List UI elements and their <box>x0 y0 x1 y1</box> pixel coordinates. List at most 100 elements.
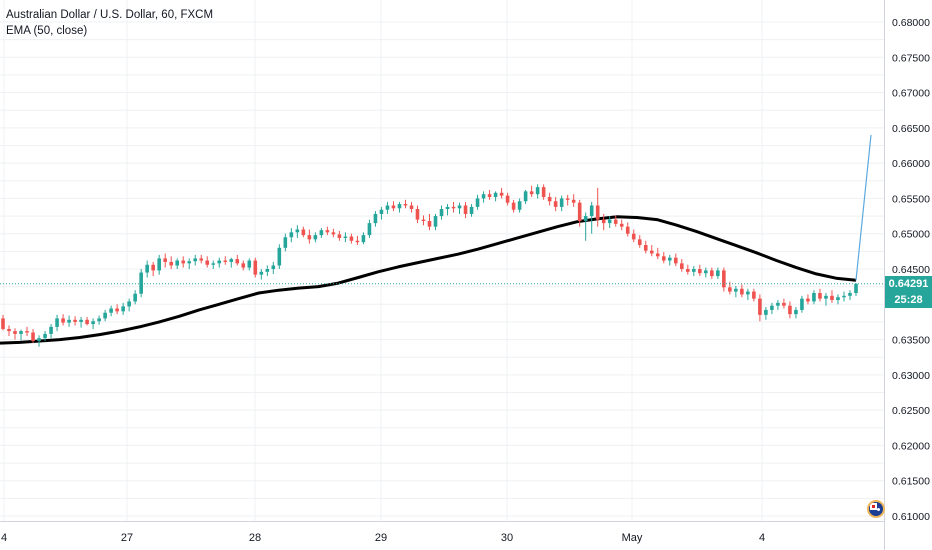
candle <box>295 225 300 238</box>
candle-body <box>824 295 828 299</box>
candle-body <box>481 194 486 199</box>
candle <box>139 269 143 298</box>
candle-body <box>397 204 402 209</box>
candle-body <box>577 202 582 222</box>
candle <box>854 283 858 296</box>
candle-body <box>842 295 846 298</box>
candle-body <box>836 297 840 301</box>
candle-body <box>583 216 588 222</box>
candle <box>565 194 570 206</box>
candle <box>415 205 420 224</box>
candle-body <box>716 270 720 277</box>
candle-body <box>535 187 540 195</box>
candle-body <box>800 298 804 310</box>
candle <box>595 187 600 227</box>
candle-body <box>421 219 426 222</box>
candle-body <box>523 191 528 202</box>
candle-body <box>517 201 522 210</box>
candle-body <box>247 260 252 268</box>
candle <box>547 192 552 206</box>
candle <box>289 228 294 243</box>
candle-body <box>643 245 648 251</box>
candle-body <box>139 272 143 294</box>
candle <box>631 229 636 243</box>
candle-body <box>157 258 161 271</box>
candle <box>319 228 324 238</box>
candle <box>325 226 330 236</box>
candle-body <box>451 206 456 209</box>
candle-body <box>565 198 570 200</box>
candle <box>830 290 834 303</box>
candle-body <box>589 205 594 217</box>
candle <box>301 226 306 238</box>
candle-body <box>686 269 690 272</box>
candle-body <box>722 270 726 288</box>
price-tick-label: 0.67500 <box>892 52 930 64</box>
symbol-title[interactable]: Australian Dollar / U.S. Dollar, 60, FXC… <box>6 9 214 21</box>
candle-body <box>25 331 29 333</box>
candle-body <box>325 230 330 233</box>
candle <box>710 267 714 279</box>
candle-body <box>409 205 414 210</box>
candle <box>679 259 684 272</box>
candle-body <box>571 199 576 203</box>
price-tick-label: 0.65500 <box>892 193 930 205</box>
candle-body <box>229 259 234 262</box>
candle-body <box>511 202 516 210</box>
candle <box>613 215 618 227</box>
candle <box>607 216 612 229</box>
candle <box>667 254 672 266</box>
candle-body <box>631 233 636 240</box>
candle <box>523 189 528 205</box>
candle <box>625 222 630 237</box>
candle-body <box>595 205 600 220</box>
candle-body <box>253 260 258 275</box>
candle-body <box>67 319 71 323</box>
candle-body <box>289 232 294 238</box>
candle-body <box>559 198 564 207</box>
candle <box>259 269 264 280</box>
candle-body <box>493 192 498 198</box>
candle-body <box>85 319 89 325</box>
candle <box>217 257 222 268</box>
candle <box>535 184 540 199</box>
candle <box>355 235 360 246</box>
candle-body <box>169 261 173 266</box>
candle <box>211 260 216 269</box>
candle-body <box>349 236 354 241</box>
candle <box>199 254 204 264</box>
candle-body <box>812 292 816 302</box>
candle-body <box>764 309 768 315</box>
candle-body <box>73 319 77 322</box>
current-price-label: 0.64291 <box>885 275 932 292</box>
candle <box>427 213 432 231</box>
candle <box>451 201 456 213</box>
candle-body <box>619 223 624 227</box>
candle-body <box>103 312 107 319</box>
bar-countdown-label: 25:28 <box>885 291 932 308</box>
time-axis-label: 4 <box>1 532 7 544</box>
candle <box>205 256 210 268</box>
candle-body <box>415 209 420 220</box>
candle <box>115 304 119 315</box>
australia-flag-icon[interactable] <box>867 500 885 518</box>
candle-body <box>667 257 672 261</box>
candle <box>73 316 77 326</box>
candle-body <box>307 235 312 240</box>
candle-body <box>97 318 101 322</box>
candle-body <box>655 253 660 257</box>
candle-body <box>55 318 59 327</box>
candle-body <box>337 234 342 238</box>
candle <box>37 335 41 347</box>
candle <box>241 260 246 271</box>
candle <box>493 191 498 202</box>
candle-body <box>740 288 744 295</box>
candle-body <box>361 235 366 243</box>
candle <box>367 219 372 238</box>
candle-body <box>163 258 167 262</box>
indicator-label[interactable]: EMA (50, close) <box>6 25 88 37</box>
candle-body <box>445 206 450 210</box>
candle-body <box>439 209 444 217</box>
candle <box>764 307 768 320</box>
